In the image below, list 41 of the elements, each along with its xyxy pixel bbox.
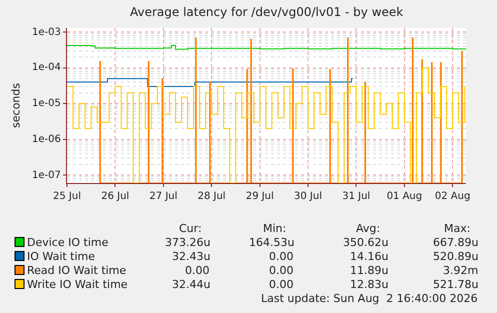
- text: 3.92m: [443, 264, 478, 277]
- legend-label: Read IO Wait time: [27, 264, 126, 277]
- text: 11.89u: [350, 264, 388, 277]
- text: 0.00: [185, 264, 210, 277]
- y-tick-label: 1e-07: [32, 170, 61, 181]
- text: Cur:: [179, 222, 202, 235]
- text: Min:: [263, 222, 286, 235]
- x-tick-label: 29 Jul: [246, 191, 274, 202]
- text: Max:: [444, 222, 470, 235]
- x-tick-label: 02 Aug: [434, 191, 470, 202]
- text: Last update: Sun Aug 2 16:40:00 2026: [261, 292, 478, 305]
- legend-label: Device IO time: [27, 236, 109, 249]
- text: 12.83u: [350, 278, 388, 291]
- x-tick-label: 01 Aug: [386, 191, 422, 202]
- text: 0.00: [269, 278, 294, 291]
- y-tick-label: 1e-05: [32, 98, 61, 109]
- text: 32.43u: [172, 250, 210, 263]
- text: 32.44u: [172, 278, 210, 291]
- legend-label: IO Wait time: [27, 250, 96, 263]
- text: 14.16u: [350, 250, 388, 263]
- text: 521.78u: [433, 278, 478, 291]
- text: 667.89u: [433, 236, 478, 249]
- text: 0.00: [269, 264, 294, 277]
- y-tick-label: 1e-04: [32, 62, 61, 73]
- text: Avg:: [356, 222, 380, 235]
- text: 520.89u: [433, 250, 478, 263]
- x-tick-label: 27 Jul: [149, 191, 178, 202]
- x-tick-label: 28 Jul: [198, 191, 226, 202]
- x-tick-label: 30 Jul: [294, 191, 322, 202]
- x-tick-label: 25 Jul: [53, 191, 81, 202]
- chart-title: Average latency for /dev/vg00/lv01 - by week: [130, 5, 404, 19]
- y-tick-label: 1e-06: [32, 134, 61, 145]
- legend-label: Write IO Wait time: [27, 278, 128, 291]
- y-tick-label: 1e-03: [32, 27, 61, 38]
- x-tick-label: 31 Jul: [342, 191, 370, 202]
- y-axis-title: seconds: [10, 82, 23, 128]
- x-tick-label: 26 Jul: [101, 191, 130, 202]
- text: 164.53u: [249, 236, 294, 249]
- text: 373.26u: [165, 236, 210, 249]
- text: 0.00: [269, 250, 294, 263]
- text: 350.62u: [343, 236, 388, 249]
